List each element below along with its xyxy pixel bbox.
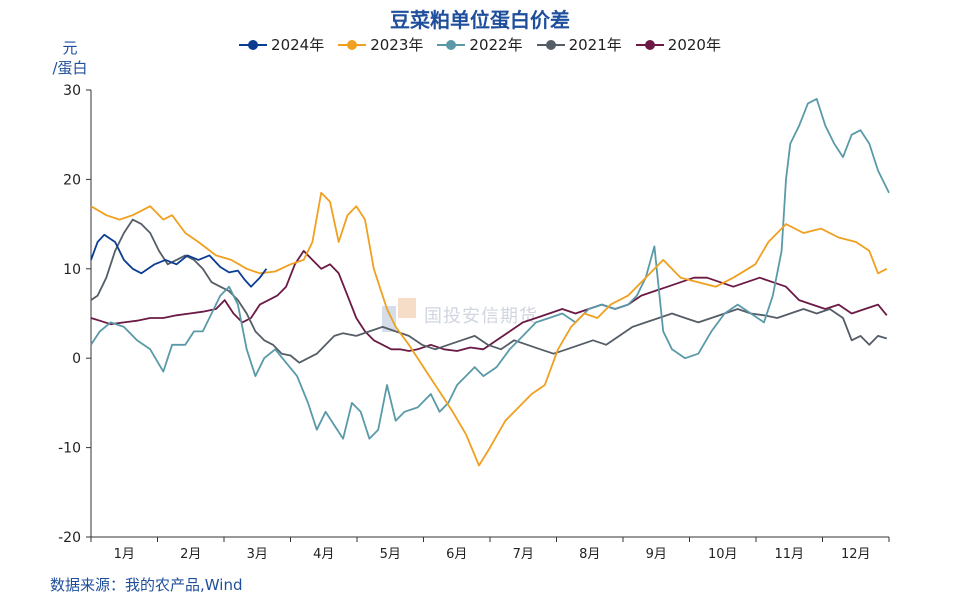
y-axis-label-unit: 元 [62, 39, 78, 57]
y-tick-label: -20 [58, 530, 81, 546]
x-tick-label: 2月 [180, 547, 201, 562]
x-tick-label: 10月 [708, 547, 738, 562]
series-line-2020 [90, 250, 888, 352]
x-tick-label: 5月 [380, 547, 401, 562]
y-tick-label: 10 [63, 262, 81, 278]
legend-label-2022: 2022年 [469, 36, 523, 54]
legend-item-2021: 2021年 [536, 34, 622, 55]
legend-swatch-2020 [635, 39, 664, 50]
series-line-2022 [90, 98, 890, 440]
chart-legend: 2024年 2023年 2022年 2021年 2020年 [0, 34, 960, 55]
legend-label-2021: 2021年 [568, 36, 622, 54]
x-tick-label: 12月 [841, 547, 871, 562]
chart-title: 豆菜粕单位蛋白价差 [390, 8, 570, 32]
legend-label-2024: 2024年 [271, 36, 325, 54]
series-line-2024 [90, 233, 268, 288]
legend-item-2022: 2022年 [437, 34, 523, 55]
x-tick-label: 6月 [446, 547, 467, 562]
y-axis-label: 元 /蛋白 [46, 38, 94, 78]
legend-item-2024: 2024年 [239, 34, 324, 55]
legend-item-2020: 2020年 [635, 34, 721, 55]
y-tick-label: 30 [63, 83, 81, 99]
y-tick-label: 20 [63, 172, 81, 188]
x-tick-label: 3月 [247, 547, 268, 562]
y-tick-label: 0 [72, 351, 81, 367]
x-tick-label: 11月 [774, 547, 804, 562]
legend-label-2020: 2020年 [667, 36, 721, 54]
series-line-2023 [90, 191, 888, 467]
x-tick-label: 4月 [313, 547, 334, 562]
legend-swatch-2022 [437, 39, 466, 50]
legend-swatch-2024 [239, 39, 268, 50]
y-tick-label: -10 [58, 441, 81, 457]
source-note: 数据来源：我的农产品,Wind [50, 576, 243, 594]
legend-swatch-2023 [338, 39, 367, 50]
x-tick-label: 7月 [513, 547, 534, 562]
legend-label-2023: 2023年 [370, 36, 424, 54]
legend-swatch-2021 [536, 39, 565, 50]
watermark-text: 国投安信期货 [424, 306, 538, 327]
y-axis-label-protein: /蛋白 [52, 59, 88, 77]
x-tick-label: 1月 [114, 547, 135, 562]
watermark-logo-icon [382, 298, 416, 332]
x-tick-label: 8月 [579, 547, 600, 562]
x-tick-label: 9月 [646, 547, 667, 562]
series-line-2021 [90, 218, 888, 364]
watermark: 国投安信期货 [382, 298, 538, 332]
legend-item-2023: 2023年 [338, 34, 423, 55]
